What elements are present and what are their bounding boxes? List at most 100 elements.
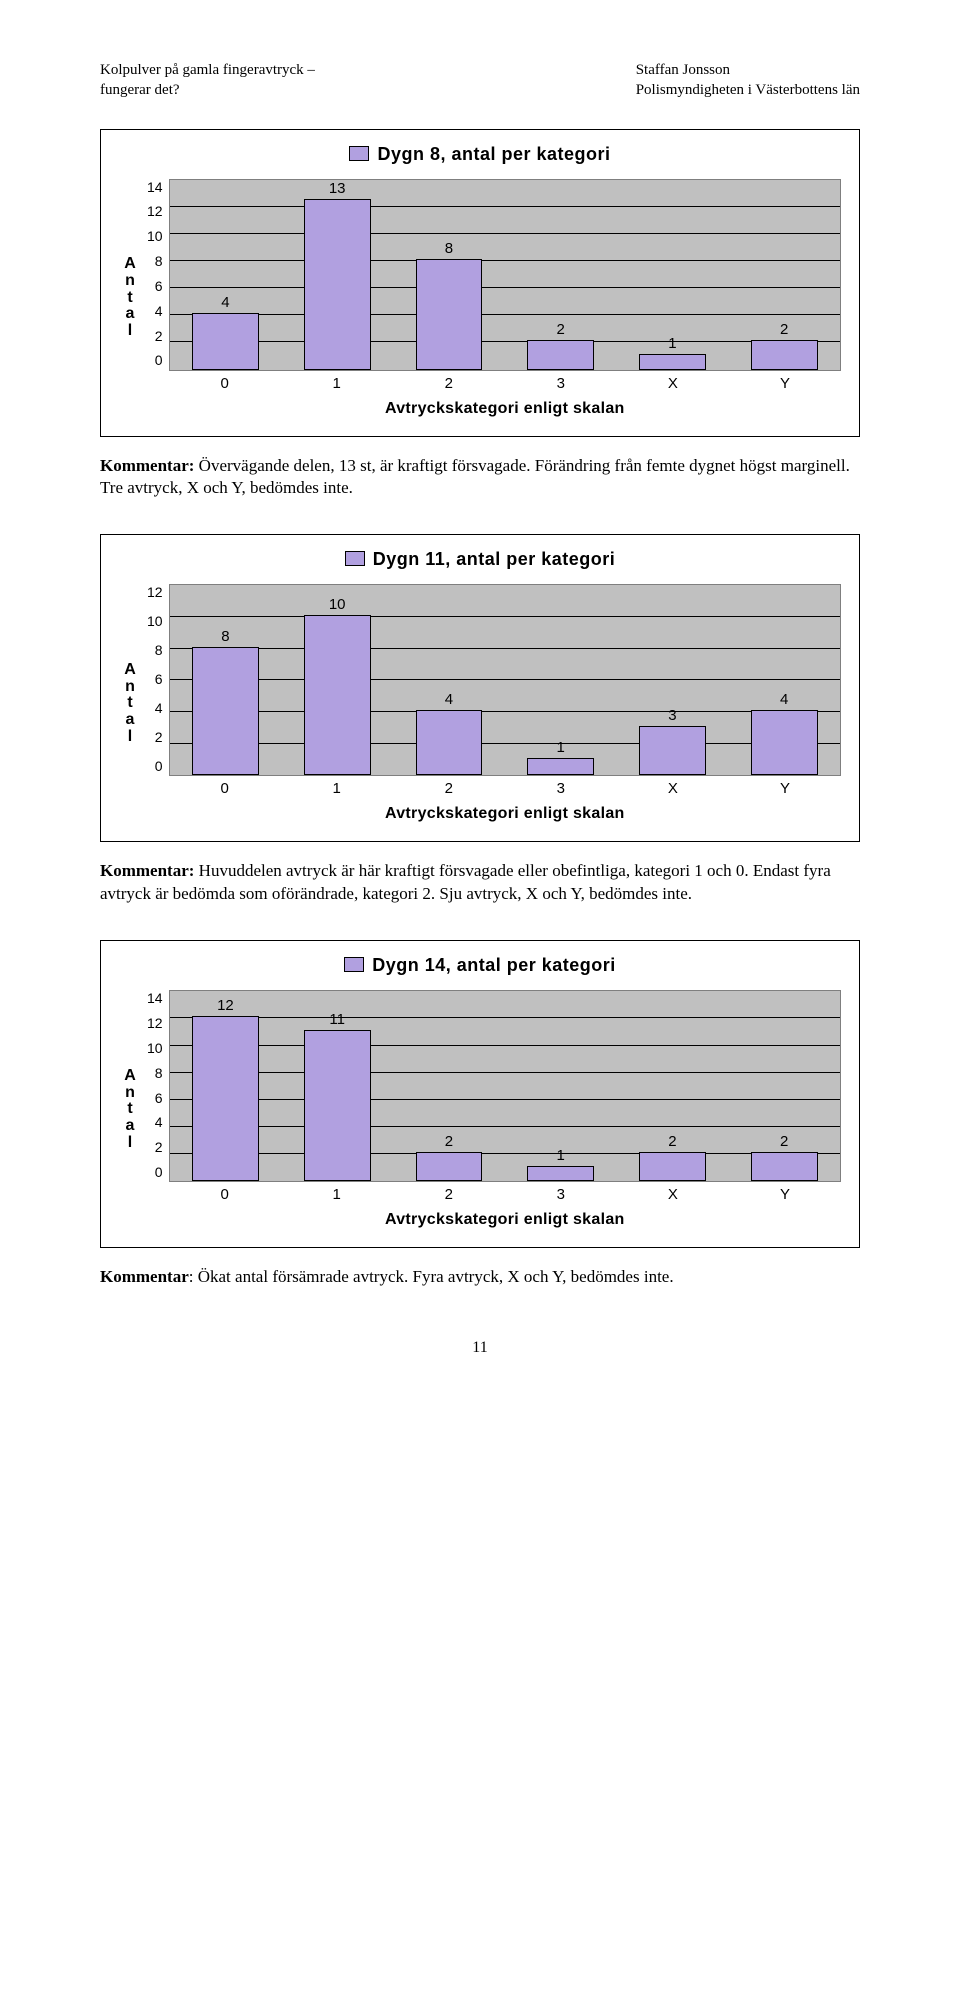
x-tick: 3 <box>505 1186 617 1203</box>
commentary-1: Kommentar: Övervägande delen, 13 st, är … <box>100 455 860 501</box>
x-tick: X <box>617 1186 729 1203</box>
bar <box>416 259 483 370</box>
chart-title: Dygn 8, antal per kategori <box>377 144 610 164</box>
y-axis-label: Antal <box>119 990 141 1229</box>
x-tick: Y <box>729 1186 841 1203</box>
y-tick: 0 <box>155 1164 163 1180</box>
x-tick: 2 <box>393 1186 505 1203</box>
chart-title: Dygn 14, antal per kategori <box>372 955 616 975</box>
plot-area: 8104134 <box>169 584 841 776</box>
bar-slot: 11 <box>281 991 393 1181</box>
bar <box>527 1166 594 1182</box>
bar-value-label: 8 <box>445 240 453 257</box>
x-axis-label: Avtryckskategori enligt skalan <box>169 400 841 418</box>
y-tick: 4 <box>155 1114 163 1130</box>
chart-dygn-11: Dygn 11, antal per kategoriAntal12108642… <box>100 534 860 842</box>
chart-dygn-14: Dygn 14, antal per kategoriAntal14121086… <box>100 940 860 1248</box>
bar-value-label: 8 <box>221 628 229 645</box>
legend-swatch <box>344 957 364 972</box>
y-tick: 0 <box>155 758 163 774</box>
header-right-line1: Staffan Jonsson <box>636 60 860 80</box>
bar-value-label: 2 <box>780 321 788 338</box>
bar <box>304 199 371 370</box>
bars-container: 8104134 <box>170 585 840 775</box>
bar-value-label: 4 <box>780 691 788 708</box>
chart-legend: Dygn 14, antal per kategori <box>119 955 841 976</box>
page-header: Kolpulver på gamla fingeravtryck – funge… <box>100 60 860 101</box>
bar <box>304 1030 371 1181</box>
y-tick: 12 <box>147 584 163 600</box>
bar <box>639 1152 706 1181</box>
x-tick: Y <box>729 780 841 797</box>
bar-value-label: 2 <box>668 1133 676 1150</box>
chart-legend: Dygn 8, antal per kategori <box>119 144 841 165</box>
x-axis-ticks: 0123XY <box>169 780 841 797</box>
commentary-2-text: Huvuddelen avtryck är här kraftigt försv… <box>100 861 831 903</box>
x-axis-label: Avtryckskategori enligt skalan <box>169 1211 841 1229</box>
bar <box>416 710 483 775</box>
y-axis-ticks: 121086420 <box>147 584 169 774</box>
bar-value-label: 10 <box>329 596 346 613</box>
bar-value-label: 2 <box>556 321 564 338</box>
chart-dygn-8: Dygn 8, antal per kategoriAntal141210864… <box>100 129 860 437</box>
header-left-line1: Kolpulver på gamla fingeravtryck – <box>100 60 315 80</box>
x-tick: 2 <box>393 375 505 392</box>
bar-slot: 13 <box>281 180 393 370</box>
y-tick: 8 <box>155 1065 163 1081</box>
y-tick: 0 <box>155 352 163 368</box>
y-axis-ticks: 14121086420 <box>147 990 169 1180</box>
y-tick: 6 <box>155 278 163 294</box>
chart-title: Dygn 11, antal per kategori <box>373 549 616 569</box>
legend-swatch <box>345 551 365 566</box>
bars-container: 12112122 <box>170 991 840 1181</box>
x-tick: 3 <box>505 780 617 797</box>
commentary-1-lead: Kommentar: <box>100 456 194 475</box>
bar-value-label: 1 <box>556 1147 564 1164</box>
bar-slot: 8 <box>393 180 505 370</box>
bars-container: 4 13 8 2 1 2 <box>170 180 840 370</box>
x-tick: Y <box>729 375 841 392</box>
y-tick: 6 <box>155 1090 163 1106</box>
bar-value-label: 4 <box>221 294 229 311</box>
bar-value-label: 3 <box>668 707 676 724</box>
x-tick: 1 <box>281 780 393 797</box>
chart-legend: Dygn 11, antal per kategori <box>119 549 841 570</box>
y-axis-label: Antal <box>119 584 141 823</box>
bar-slot: 2 <box>505 180 617 370</box>
y-tick: 10 <box>147 613 163 629</box>
bar-value-label: 12 <box>217 997 234 1014</box>
y-tick: 12 <box>147 1015 163 1031</box>
y-tick: 2 <box>155 729 163 745</box>
y-tick: 14 <box>147 990 163 1006</box>
y-tick: 8 <box>155 642 163 658</box>
bar-slot: 1 <box>505 991 617 1181</box>
x-tick: 1 <box>281 375 393 392</box>
bar-value-label: 2 <box>445 1133 453 1150</box>
y-tick: 2 <box>155 1139 163 1155</box>
x-tick: 0 <box>169 375 281 392</box>
x-axis-ticks: 0123XY <box>169 1186 841 1203</box>
y-tick: 4 <box>155 700 163 716</box>
bar-slot: 2 <box>393 991 505 1181</box>
bar-slot: 2 <box>728 180 840 370</box>
y-tick: 10 <box>147 228 163 244</box>
bar <box>639 726 706 776</box>
x-tick: 0 <box>169 780 281 797</box>
commentary-2-lead: Kommentar: <box>100 861 194 880</box>
bar-slot: 1 <box>617 180 729 370</box>
commentary-3: Kommentar: Ökat antal försämrade avtryck… <box>100 1266 860 1289</box>
bar-slot: 10 <box>281 585 393 775</box>
y-tick: 14 <box>147 179 163 195</box>
bar <box>192 647 259 776</box>
plot-area: 12112122 <box>169 990 841 1182</box>
bar <box>527 758 594 776</box>
bar-value-label: 2 <box>780 1133 788 1150</box>
bar-slot: 3 <box>617 585 729 775</box>
bar <box>751 710 818 775</box>
x-tick: X <box>617 375 729 392</box>
bar-slot: 8 <box>170 585 282 775</box>
header-left-line2: fungerar det? <box>100 80 315 100</box>
y-axis-label: Antal <box>119 179 141 418</box>
x-tick: X <box>617 780 729 797</box>
bar <box>416 1152 483 1181</box>
